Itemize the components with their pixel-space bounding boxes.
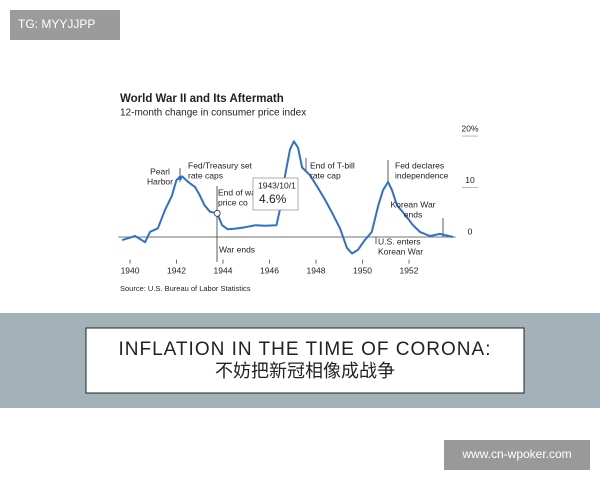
chart-title: World War II and Its Aftermath bbox=[120, 93, 284, 105]
watermark: TG: MYYJJPP bbox=[18, 17, 95, 31]
banner-subtitle: 不妨把新冠相像成战争 bbox=[215, 361, 395, 381]
annotation: Pearl bbox=[150, 166, 170, 176]
annotation: price co bbox=[218, 197, 248, 207]
y-tick-label: 10 bbox=[465, 175, 475, 185]
annotation: U.S. enters bbox=[378, 236, 421, 246]
y-tick-label: 0 bbox=[468, 226, 473, 236]
annotation: End of wa bbox=[218, 187, 256, 197]
annotation: Korean War bbox=[378, 246, 423, 256]
x-tick-label: 1948 bbox=[307, 265, 326, 275]
annotation: Korean War bbox=[390, 199, 435, 209]
tooltip-point bbox=[213, 209, 221, 217]
annotation: Fed declares bbox=[395, 160, 444, 170]
x-tick-label: 1940 bbox=[121, 265, 140, 275]
annotation: War ends bbox=[219, 244, 255, 254]
plot: 0 10 20% 1940 1942 1944 1946 1948 1950 1952 PearlH… bbox=[118, 123, 479, 275]
chart-subtitle: 12-month change in consumer price index bbox=[120, 108, 306, 119]
x-tick-label: 1952 bbox=[400, 265, 419, 275]
annotation: End of T-bill bbox=[310, 160, 355, 170]
x-tick-label: 1944 bbox=[214, 265, 233, 275]
x-tick-label: 1942 bbox=[167, 265, 186, 275]
annotation: Harbor bbox=[147, 176, 173, 186]
series-line bbox=[121, 140, 454, 255]
tooltip-date: 1943/10/1 bbox=[258, 180, 296, 190]
annotation: rate cap bbox=[310, 170, 341, 180]
y-tick-label: 20% bbox=[461, 123, 478, 133]
footer-url: www.cn-wpoker.com bbox=[461, 447, 571, 461]
banner-box bbox=[85, 327, 525, 394]
annotation: independence bbox=[395, 170, 449, 180]
watermark-box bbox=[10, 10, 120, 40]
annotation: Fed/Treasury set bbox=[188, 160, 253, 170]
annotation: ends bbox=[404, 209, 422, 219]
footer-box bbox=[444, 440, 590, 470]
x-tick-label: 1946 bbox=[260, 265, 279, 275]
banner-title: INFLATION IN THE TIME OF CORONA: bbox=[119, 339, 492, 360]
x-tick-label: 1950 bbox=[353, 265, 372, 275]
annotation: rate caps bbox=[188, 170, 223, 180]
pearl-harbor-marker bbox=[177, 175, 183, 181]
tooltip-value: 4.6% bbox=[259, 192, 287, 206]
chart-source: Source: U.S. Bureau of Labor Statistics bbox=[120, 284, 251, 293]
tooltip-box bbox=[252, 177, 299, 211]
